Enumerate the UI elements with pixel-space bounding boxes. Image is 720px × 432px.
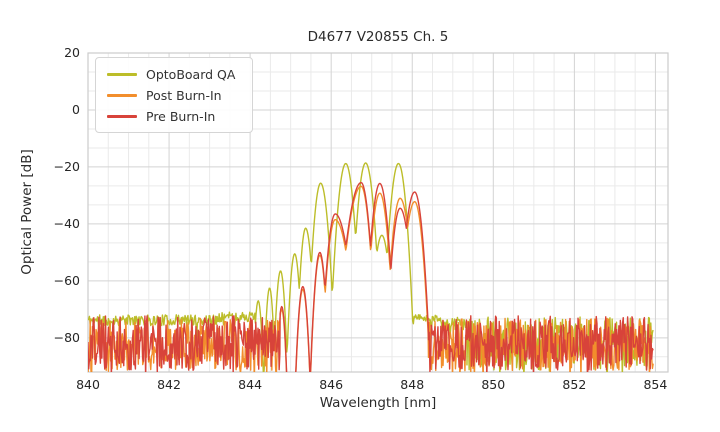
chart-title: D4677 V20855 Ch. 5 bbox=[307, 29, 449, 45]
x-tick-label: 844 bbox=[238, 377, 263, 392]
legend-label: OptoBoard QA bbox=[146, 67, 236, 82]
y-tick-label: 0 bbox=[72, 101, 80, 117]
series-line-pre-burn-in bbox=[88, 181, 654, 372]
legend-entry: Post Burn-In bbox=[107, 85, 252, 106]
x-tick-label: 850 bbox=[481, 377, 506, 392]
y-tick-label: 20 bbox=[64, 45, 80, 60]
x-tick-label: 846 bbox=[319, 377, 344, 392]
legend-line-swatch bbox=[107, 73, 137, 76]
series-line-optoboard-qa bbox=[88, 162, 654, 372]
legend-label: Pre Burn-In bbox=[146, 109, 216, 124]
x-tick-label: 840 bbox=[76, 377, 100, 392]
y-tick-label: −20 bbox=[53, 158, 80, 174]
legend-line-swatch bbox=[107, 94, 137, 97]
legend-entry: OptoBoard QA bbox=[107, 64, 252, 85]
legend-entry: Pre Burn-In bbox=[107, 106, 252, 127]
x-tick-label: 852 bbox=[562, 377, 587, 392]
x-axis-label: Wavelength [nm] bbox=[319, 395, 437, 411]
legend: OptoBoard QA Post Burn-In Pre Burn-In bbox=[95, 57, 253, 133]
y-tick-label: −40 bbox=[53, 215, 80, 231]
x-tick-label: 842 bbox=[157, 377, 181, 392]
legend-line-swatch bbox=[107, 115, 137, 118]
y-tick-label: −60 bbox=[53, 272, 80, 288]
x-tick-label: 848 bbox=[400, 377, 425, 392]
legend-label: Post Burn-In bbox=[146, 88, 222, 103]
y-tick-label: −80 bbox=[53, 329, 80, 345]
x-tick-label: 854 bbox=[643, 377, 668, 392]
